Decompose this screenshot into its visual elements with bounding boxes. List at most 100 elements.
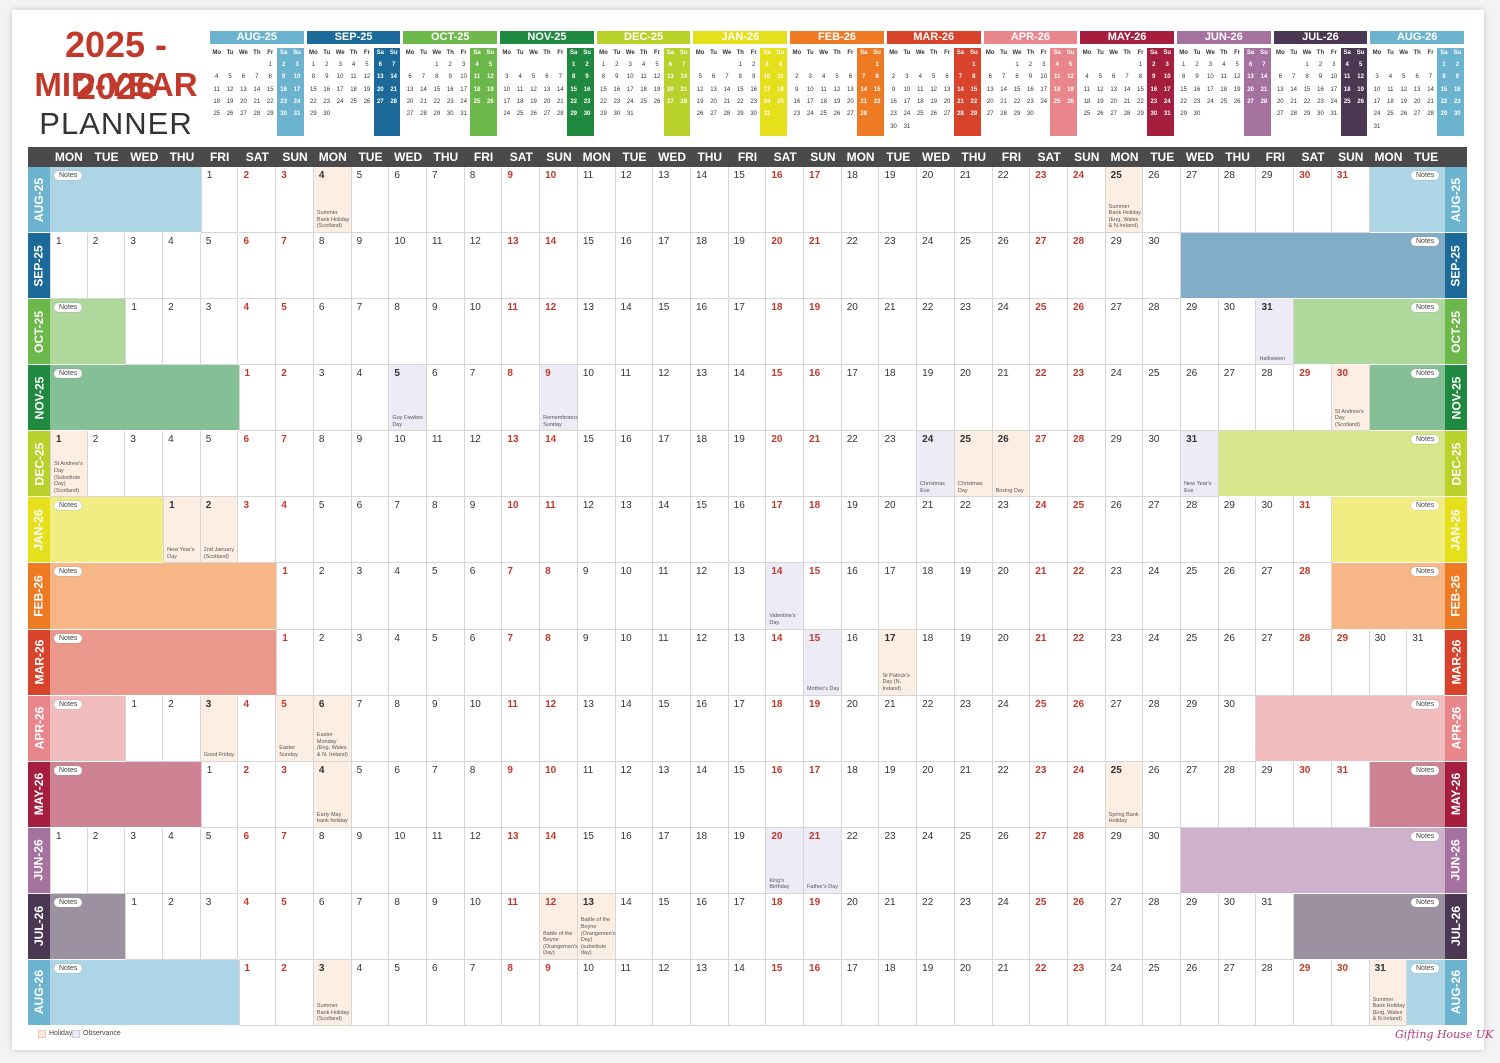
mini-weekday: Th (1220, 50, 1228, 56)
mini-day: 3 (765, 62, 769, 68)
day-cell: 1 St Andrew's Day (Substitute Day) (Scotl… (50, 431, 88, 498)
mini-day: 7 (558, 74, 562, 81)
day-number: 18 (846, 764, 858, 776)
day-number: 16 (733, 500, 745, 512)
mini-day: 12 (1233, 74, 1241, 81)
day-number: 10 (582, 962, 594, 974)
notes-area (1181, 233, 1445, 300)
mini-day: 15 (1440, 86, 1448, 93)
day-cell: 14 (653, 497, 691, 564)
day-number: 27 (1223, 962, 1235, 974)
mini-day: 24 (503, 111, 511, 118)
day-number: 11 (507, 302, 518, 314)
day-cell: 12 (653, 365, 691, 432)
mini-day: 6 (668, 62, 673, 68)
notes-pill: Notes (1411, 369, 1440, 379)
day-cell: 12 (690, 563, 729, 630)
day-number: 3 (318, 962, 325, 974)
day-number: 23 (1110, 566, 1122, 578)
notes-area (50, 365, 239, 432)
notes-pill: Notes (1411, 567, 1440, 577)
mini-day: 7 (1001, 74, 1006, 81)
day-number: 7 (507, 566, 513, 578)
month-label: DEC-25 (32, 442, 46, 486)
day-number: 26 (1148, 764, 1160, 776)
mini-day: 27 (943, 111, 951, 118)
day-number: 29 (1223, 500, 1235, 512)
day-cell: 4 (389, 629, 427, 696)
mini-day: 19 (1233, 86, 1241, 93)
mini-day: 21 (390, 86, 398, 93)
day-cell: 18 (917, 563, 955, 630)
day-number: 15 (771, 368, 783, 380)
weekday-header: TUE (94, 150, 119, 164)
day-cell: 24 (1105, 365, 1144, 432)
legend-holiday: Holidays (49, 1030, 76, 1037)
mini-day: 3 (1208, 62, 1213, 68)
day-number: 26 (1110, 500, 1122, 512)
day-cell: 9 Remembrance Sunday (540, 365, 580, 432)
day-number: 9 (432, 896, 438, 908)
day-number: 9 (469, 500, 476, 512)
mini-day: 28 (1123, 111, 1131, 118)
mini-day: 3 (1042, 62, 1046, 68)
day-cell: 19 (728, 431, 767, 498)
mini-day: 30 (750, 111, 758, 118)
day-cell: 9 (351, 827, 390, 894)
day-number: 21 (809, 830, 821, 842)
day-number: 13 (507, 830, 519, 842)
day-cell: 11 (502, 893, 541, 960)
day-cell: 26 (1067, 299, 1106, 366)
mini-day: 11 (517, 86, 524, 93)
mini-weekday: We (1399, 50, 1409, 56)
mini-day: 19 (653, 86, 661, 93)
day-cell: 20 (917, 167, 955, 234)
day-number: 26 (1148, 170, 1160, 181)
mini-day: 8 (1181, 74, 1186, 81)
day-number: 6 (243, 830, 250, 842)
day-cell: 26 (1143, 761, 1182, 828)
day-cell: 4 (351, 959, 390, 1026)
mini-day: 12 (653, 74, 661, 81)
day-number: 15 (582, 434, 594, 446)
day-cell: 24 (992, 893, 1031, 960)
day-number: 1 (131, 698, 137, 710)
day-number: 17 (809, 764, 821, 776)
mini-day: 13 (406, 86, 414, 93)
day-cell: 8 (427, 497, 465, 564)
mini-day: 3 (808, 74, 812, 81)
day-cell: 30 St Andrew's Day (Scotland) (1331, 365, 1370, 432)
event-text: Remembrance Sunday (543, 415, 580, 428)
day-number: 15 (733, 764, 745, 776)
day-number: 1 (206, 764, 213, 776)
mini-day: 6 (1415, 74, 1419, 81)
mini-weekday: Th (543, 50, 551, 56)
day-number: 25 (959, 830, 971, 842)
day-cell: 14 (728, 959, 767, 1026)
notes-pill: Notes (1411, 303, 1440, 313)
mini-day: 4 (518, 74, 522, 81)
day-cell: 27 (1030, 233, 1068, 300)
day-number: 30 (1223, 302, 1235, 314)
day-cell: 12 (464, 827, 503, 894)
day-cell: 2 (163, 893, 201, 960)
mini-day: 3 (338, 62, 342, 68)
day-cell: 11 (427, 827, 465, 894)
day-number: 25 (959, 434, 971, 446)
mini-day: 31 (903, 123, 911, 130)
day-cell: 3 (276, 167, 314, 234)
day-cell: 18 (841, 761, 880, 828)
mini-weekday: Sa (1053, 50, 1061, 56)
day-number: 7 (356, 698, 363, 710)
day-number: 21 (959, 170, 971, 181)
title-years: 2025 - 2026 (64, 24, 168, 107)
day-number: 16 (809, 962, 821, 974)
notes-area (50, 959, 239, 1026)
month-label-left: NOV-25 (28, 365, 50, 432)
day-cell: 9 (351, 431, 390, 498)
day-number: 25 (1186, 566, 1198, 578)
day-cell: 16 (615, 431, 654, 498)
mini-day: 18 (820, 98, 827, 105)
mini-weekday: Sa (376, 50, 384, 56)
mini-day: 12 (696, 86, 704, 93)
